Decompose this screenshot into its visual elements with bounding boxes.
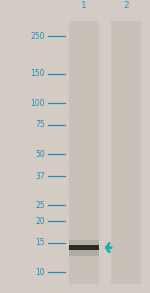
Text: 37: 37 — [35, 172, 45, 181]
Bar — [69, 21, 99, 284]
Text: 100: 100 — [30, 99, 45, 108]
Text: 10: 10 — [35, 268, 45, 277]
Bar — [103, 21, 105, 284]
Text: 75: 75 — [35, 120, 45, 129]
Bar — [69, 245, 99, 250]
Text: 150: 150 — [30, 69, 45, 78]
Text: 50: 50 — [35, 150, 45, 159]
Text: 250: 250 — [30, 32, 45, 41]
Text: 20: 20 — [35, 217, 45, 226]
Bar — [69, 240, 99, 255]
Bar — [111, 21, 141, 284]
Text: 1: 1 — [81, 1, 87, 10]
Text: 25: 25 — [35, 201, 45, 209]
Text: 15: 15 — [35, 238, 45, 247]
Text: 2: 2 — [123, 1, 129, 10]
